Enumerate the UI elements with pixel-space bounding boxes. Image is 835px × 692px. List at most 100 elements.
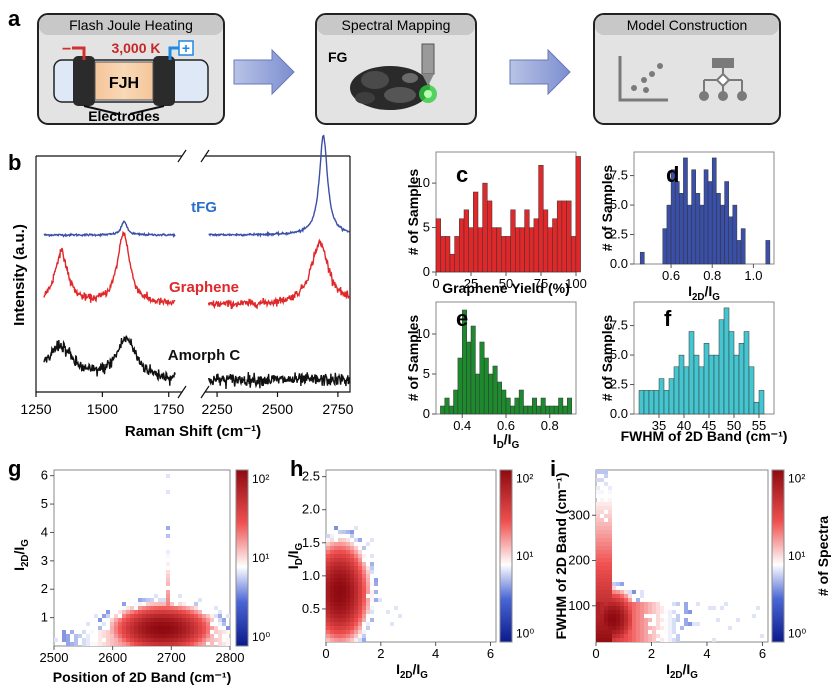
heat-h-cell (354, 638, 358, 642)
heat-i-cell (608, 622, 612, 626)
heat-i-cell (596, 510, 600, 514)
heat-g-cell (146, 634, 150, 638)
heat-g-cell (138, 598, 142, 602)
heat-i-cell (660, 638, 664, 642)
heat-i-cell (684, 610, 688, 614)
heat-h-cell (334, 606, 338, 610)
heat-h-cell (334, 598, 338, 602)
heat-i-cell (676, 638, 680, 642)
heat-i-cbar-label: # of Spectra (815, 516, 831, 596)
heat-g-cell (194, 614, 198, 618)
heat-i-cell (604, 634, 608, 638)
heat-g-cell (114, 626, 118, 630)
heat-g-cell (226, 630, 230, 634)
heat-h-cell (334, 562, 338, 566)
heat-h-cell (326, 586, 330, 590)
heat-h-cell (326, 622, 330, 626)
heat-h-cell (350, 566, 354, 570)
heat-h-cell (338, 606, 342, 610)
heat-h-cell (362, 554, 366, 558)
heat-g-cell (174, 642, 178, 646)
heat-g-cell (186, 610, 190, 614)
heat-i-cell (596, 614, 600, 618)
workflow-step-model-construction: Model Construction (593, 13, 781, 125)
heat-h-cell (334, 618, 338, 622)
heat-i-cell (624, 594, 628, 598)
heat-i-cell (608, 514, 612, 518)
heat-g-cell (194, 626, 198, 630)
heat-h-cell (350, 594, 354, 598)
workflow-arrow-2 (509, 48, 571, 96)
hist-e-bar-16 (510, 405, 516, 415)
heat-g-cell (190, 626, 194, 630)
heat-g-cell (162, 634, 166, 638)
heat-g-cell (142, 634, 146, 638)
axis-label-subscript: ID/IG (285, 542, 305, 569)
heat-g-cell (118, 630, 122, 634)
heat-i-cell (660, 606, 664, 610)
hist-d-bar-9 (695, 193, 701, 265)
heat-i-cell (600, 518, 604, 522)
heat-i-cell (600, 578, 604, 582)
heat-h-cell (374, 582, 378, 586)
heat-g-cell (178, 626, 182, 630)
hist-c-bar-20 (528, 227, 535, 273)
heat-i-cell (612, 590, 616, 594)
heat-h-cell (378, 598, 382, 602)
heat-g-cell (126, 626, 130, 630)
heat-g-cell (194, 642, 198, 646)
heat-i-cell (688, 610, 692, 614)
heat-g-cell (114, 642, 118, 646)
hist-e-xtick-label-1: 0.6 (497, 418, 515, 433)
heat-i-cell (672, 630, 676, 634)
heat-h-cell (334, 534, 338, 538)
heat-i-cell (684, 606, 688, 610)
heatmap-h: 0 2 4 6 0.5 1.0 1.5 2.0 2.5 10⁰ 10¹ 10² ID/IG I2D/IG (285, 469, 534, 681)
heat-h-cell (342, 594, 346, 598)
heat-g-cell (138, 614, 142, 618)
histogram-d: 0.6 0.8 1.0 0.0 2.5 5.0 7.5# of Samples I2D/IG (599, 151, 775, 303)
heat-i-cell (640, 638, 644, 642)
heat-h-cell (326, 578, 330, 582)
heat-i-cell (616, 598, 620, 602)
heat-g-ytick-label-0: 1 (41, 610, 48, 625)
heat-h-cell (338, 586, 342, 590)
hist-c-ytick-label-1: 5 (423, 220, 430, 235)
heat-h-cell (354, 538, 358, 542)
step3-title: Model Construction (627, 17, 748, 33)
hist-f-bar-3 (653, 390, 660, 415)
heat-h-cell (350, 606, 354, 610)
heat-g-cell (218, 634, 222, 638)
heat-g-cell (82, 630, 86, 634)
heat-h-cell (338, 550, 342, 554)
hist-e-ytick-label-0: 0 (423, 406, 430, 421)
heat-i-cell (620, 634, 624, 638)
heat-h-cell (370, 578, 374, 582)
heat-i-cell (628, 638, 632, 642)
heat-i-cell (608, 610, 612, 614)
heat-h-cell (370, 618, 374, 622)
heat-h-cell (338, 598, 342, 602)
heat-g-cbar-tick-2: 10² (252, 472, 269, 486)
heat-g-cell (186, 634, 190, 638)
hist-c-bar-8 (473, 191, 479, 273)
hist-e-bar-19 (523, 405, 529, 415)
heat-g-cell (122, 642, 126, 646)
heat-g-cell (206, 618, 210, 622)
heat-i-cell (672, 618, 676, 622)
heat-g-cell (170, 626, 174, 630)
heat-h-cell (346, 578, 350, 582)
heat-i-cell (608, 566, 612, 570)
heat-i-cell (608, 530, 612, 534)
heat-i-cell (652, 634, 656, 638)
hist-c-ylabel: # of Samples (405, 169, 421, 256)
heat-i-cell (608, 554, 612, 558)
hist-d-bar-10 (699, 204, 705, 265)
heat-g-cell (198, 630, 202, 634)
heat-g-cell (102, 630, 106, 634)
heat-g-cell (158, 610, 162, 614)
hist-e-bar-27 (558, 397, 564, 415)
heat-h-cell (346, 538, 350, 542)
heat-h-cell (366, 602, 370, 606)
heat-i-cell (612, 582, 616, 586)
